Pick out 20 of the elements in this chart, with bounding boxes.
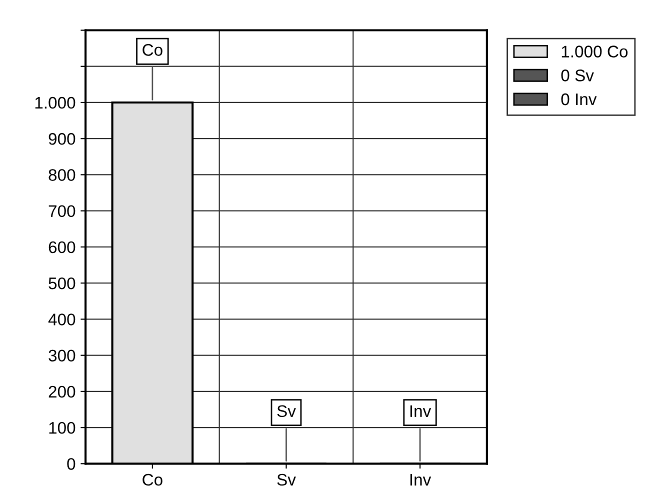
y-tick-label: 400 (48, 314, 76, 326)
annotation: Inv (410, 405, 432, 417)
legend-label: 0 Sv (561, 70, 594, 82)
legend-label: 0 Inv (561, 93, 597, 106)
y-tick-label: 800 (48, 169, 76, 181)
annotation: Co (142, 44, 162, 56)
y-tick-label: 200 (48, 386, 76, 398)
legend-label: 1.000 Co (562, 46, 628, 58)
y-tick-label: 700 (48, 205, 76, 218)
y-tick-label: 900 (48, 133, 76, 145)
y-tick-label: 1.000 (35, 96, 76, 109)
y-tick-label: 500 (48, 277, 76, 290)
x-tick-label: Co (142, 474, 162, 486)
y-tick-label: 300 (48, 350, 76, 362)
x-tick-label: Sv (277, 474, 296, 486)
y-tick-label: 0 (67, 458, 76, 470)
y-tick-label: 100 (49, 422, 76, 434)
x-tick-label: Inv (410, 474, 432, 486)
y-tick-label: 600 (48, 241, 76, 254)
annotation: Sv (277, 405, 296, 418)
